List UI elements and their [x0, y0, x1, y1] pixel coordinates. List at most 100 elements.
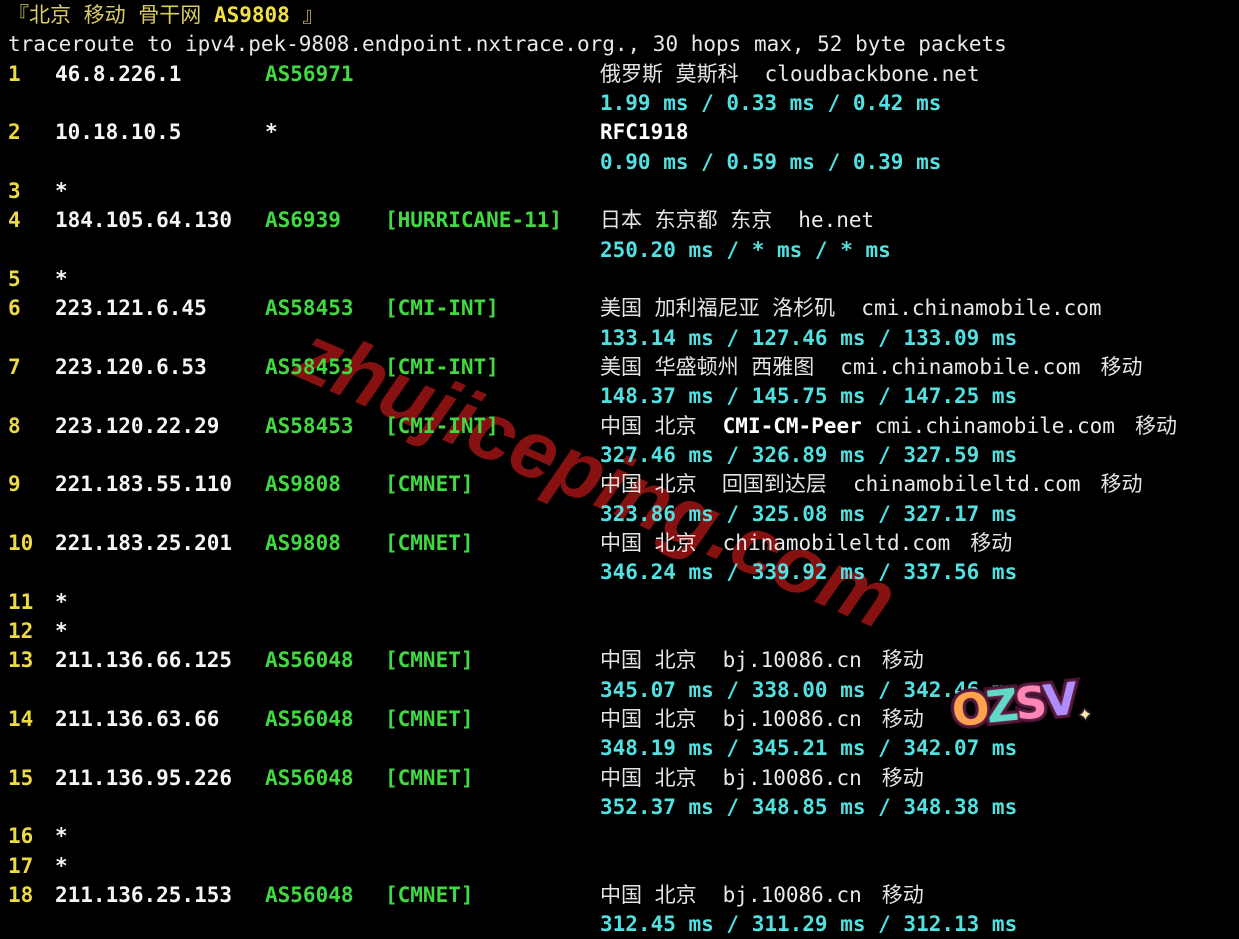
hop-row: 5 *: [8, 265, 1239, 294]
hop-asn: *: [265, 120, 278, 145]
hop-ip: *: [55, 853, 68, 878]
hop-row: 7 223.120.6.53 AS58453 [CMI-INT] 美国 华盛顿州 西雅图…: [8, 353, 1239, 382]
latency-values: 346.24 ms / 339.92 ms / 337.56 ms: [600, 560, 1018, 585]
hop-latency-row: 327.46 ms / 326.89 ms / 327.59 ms: [8, 441, 1239, 470]
latency-values: 0.90 ms / 0.59 ms / 0.39 ms: [600, 149, 942, 174]
hop-latency-row: 133.14 ms / 127.46 ms / 133.09 ms: [8, 324, 1239, 353]
hop-as-tag: [CMNET]: [385, 882, 474, 907]
title-prefix: 『北京 移动 骨干网: [8, 3, 214, 27]
hop-peer-label: RFC1918: [600, 120, 689, 145]
hop-number: 6: [8, 296, 21, 321]
hop-geo: 美国 华盛顿州 西雅图 cmi.chinamobile.com 移动: [600, 355, 1143, 379]
hop-as-tag: [CMNET]: [385, 472, 474, 497]
hop-row: 11 *: [8, 588, 1239, 617]
hop-carrier: 移动: [1134, 413, 1177, 438]
hop-as-tag: [CMI-INT]: [385, 413, 499, 438]
hop-geo: 中国 北京 chinamobileltd.com 移动: [600, 531, 1012, 555]
latency-values: 148.37 ms / 145.75 ms / 147.25 ms: [600, 384, 1018, 409]
hop-number: 12: [8, 618, 34, 643]
hop-latency-row: 346.24 ms / 339.92 ms / 337.56 ms: [8, 558, 1239, 587]
hop-asn: AS58453: [265, 413, 354, 438]
hop-row: 6 223.121.6.45 AS58453 [CMI-INT] 美国 加利福尼亚 洛杉…: [8, 294, 1239, 323]
hop-ip: 211.136.95.226: [55, 765, 233, 790]
hop-asn: AS58453: [265, 354, 354, 379]
hop-row: 1 46.8.226.1 AS56971 俄罗斯 莫斯科 cloudbackbone.n…: [8, 60, 1239, 89]
hop-location: 美国 加利福尼亚 洛杉矶: [600, 296, 836, 321]
hop-row: 3 *: [8, 177, 1239, 206]
hop-as-tag: [CMNET]: [385, 706, 474, 731]
hop-domain: cmi.chinamobile.com: [874, 413, 1115, 438]
hop-row: 15 211.136.95.226 AS56048 [CMNET] 中国 北京 bj.10…: [8, 764, 1239, 793]
hop-location: 中国 北京: [600, 530, 697, 555]
hop-number: 4: [8, 208, 21, 233]
hop-domain: cmi.chinamobile.com: [840, 354, 1081, 379]
hop-domain: chinamobileltd.com: [722, 530, 951, 555]
hop-domain: he.net: [798, 208, 875, 233]
hop-number: 17: [8, 853, 34, 878]
hop-geo: 美国 加利福尼亚 洛杉矶 cmi.chinamobile.com: [600, 296, 1122, 320]
title-asn: AS9808: [213, 3, 290, 27]
hop-ip: 211.136.25.153: [55, 882, 233, 907]
hop-latency-row: 348.19 ms / 345.21 ms / 342.07 ms: [8, 734, 1239, 763]
hop-row: 8 223.120.22.29 AS58453 [CMI-INT] 中国 北京 CMI-C…: [8, 412, 1239, 441]
hop-ip: 211.136.63.66: [55, 706, 220, 731]
hop-ip: *: [55, 618, 68, 643]
hop-ip: 221.183.25.201: [55, 530, 233, 555]
hop-ip: 223.120.6.53: [55, 354, 207, 379]
hop-as-tag: [CMI-INT]: [385, 354, 499, 379]
hop-list: 1 46.8.226.1 AS56971 俄罗斯 莫斯科 cloudbackbone.n…: [8, 60, 1239, 939]
hop-domain: chinamobileltd.com: [852, 472, 1081, 497]
latency-values: 352.37 ms / 348.85 ms / 348.38 ms: [600, 794, 1018, 819]
hop-carrier: 移动: [881, 765, 924, 790]
hop-location: 中国 北京: [600, 765, 697, 790]
hop-row: 2 10.18.10.5 * RFC1918: [8, 118, 1239, 147]
hop-location: 中国 北京 回国到达层: [600, 472, 827, 497]
latency-values: 323.86 ms / 325.08 ms / 327.17 ms: [600, 501, 1018, 526]
sparkle-icon: ✦: [1077, 704, 1094, 727]
hop-ip: 10.18.10.5: [55, 120, 182, 145]
hop-number: 14: [8, 706, 34, 731]
hop-geo: 中国 北京 回国到达层 chinamobileltd.com 移动: [600, 472, 1143, 496]
hop-geo: 中国 北京 bj.10086.cn 移动: [600, 883, 924, 907]
hop-latency-row: 312.45 ms / 311.29 ms / 312.13 ms: [8, 910, 1239, 939]
latency-values: 345.07 ms / 338.00 ms / 342.46 ms: [600, 677, 1018, 702]
hop-domain: bj.10086.cn: [722, 706, 862, 731]
hop-asn: AS56048: [265, 648, 354, 673]
hop-latency-row: 148.37 ms / 145.75 ms / 147.25 ms: [8, 382, 1239, 411]
hop-ip: *: [55, 589, 68, 614]
hop-location: 俄罗斯 莫斯科: [600, 61, 739, 86]
hop-number: 3: [8, 178, 21, 203]
hop-number: 11: [8, 589, 34, 614]
hop-number: 10: [8, 530, 34, 555]
hop-as-tag: [CMNET]: [385, 765, 474, 790]
hop-carrier: 移动: [881, 882, 924, 907]
hop-domain: cloudbackbone.net: [764, 61, 980, 86]
hop-carrier: 移动: [881, 648, 924, 673]
hop-number: 13: [8, 648, 34, 673]
hop-number: 8: [8, 413, 21, 438]
title-suffix: 』: [289, 3, 324, 27]
sticker-letter: V: [1041, 673, 1078, 728]
sticker-letter: O: [949, 682, 990, 738]
hop-number: 16: [8, 824, 34, 849]
hop-carrier: 移动: [1100, 472, 1143, 497]
hop-asn: AS56971: [265, 61, 354, 86]
hop-row: 4 184.105.64.130 AS6939 [HURRICANE-11] 日本 东京…: [8, 206, 1239, 235]
hop-latency-row: 323.86 ms / 325.08 ms / 327.17 ms: [8, 500, 1239, 529]
hop-latency-row: 1.99 ms / 0.33 ms / 0.42 ms: [8, 89, 1239, 118]
hop-number: 15: [8, 765, 34, 790]
hop-number: 18: [8, 882, 34, 907]
traceroute-header: traceroute to ipv4.pek-9808.endpoint.nxt…: [8, 32, 1007, 57]
hop-location: 中国 北京: [600, 706, 697, 731]
hop-row: 12 *: [8, 617, 1239, 646]
hop-location: 中国 北京: [600, 882, 697, 907]
hop-asn: AS6939: [265, 208, 341, 233]
hop-row: 17 *: [8, 852, 1239, 881]
hop-number: 9: [8, 472, 21, 497]
hop-number: 1: [8, 61, 21, 86]
hop-number: 2: [8, 120, 21, 145]
hop-row: 14 211.136.63.66 AS56048 [CMNET] 中国 北京 bj.100…: [8, 705, 1239, 734]
hop-latency-row: 345.07 ms / 338.00 ms / 342.46 ms: [8, 676, 1239, 705]
hop-geo: 中国 北京 bj.10086.cn 移动: [600, 707, 924, 731]
